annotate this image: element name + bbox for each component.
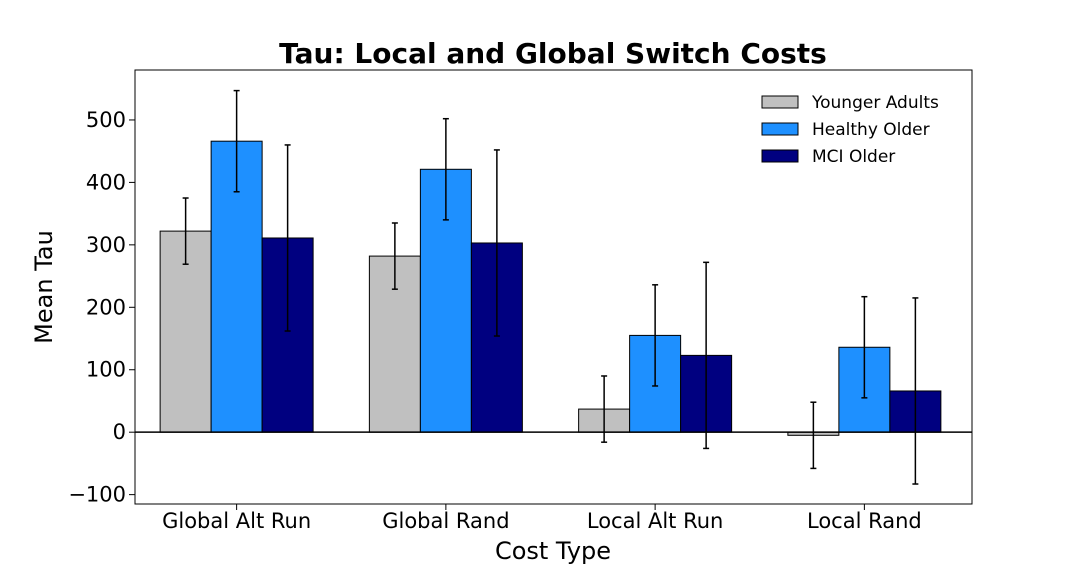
error-bars-group — [182, 89, 919, 485]
y-tick-label: 500 — [86, 108, 126, 132]
legend: Younger Adults Healthy Older MCI Older — [761, 93, 939, 167]
legend-label: MCI Older — [812, 147, 895, 167]
x-tick-label: Global Rand — [382, 509, 509, 533]
x-tick-label: Local Rand — [807, 509, 922, 533]
y-axis-label: Mean Tau — [30, 230, 58, 344]
x-tick-label: Global Alt Run — [162, 509, 311, 533]
x-axis-label: Cost Type — [495, 537, 611, 565]
legend-label: Younger Adults — [811, 93, 939, 113]
legend-swatch — [761, 122, 799, 136]
y-tick-label: 0 — [113, 420, 126, 444]
y-tick-label: 100 — [86, 358, 126, 382]
x-tick-label: Local Alt Run — [587, 509, 723, 533]
y-tick-label: 400 — [86, 170, 126, 194]
chart-title: Tau: Local and Global Switch Costs — [279, 37, 827, 70]
legend-label: Healthy Older — [812, 120, 930, 140]
y-tick-label: −100 — [68, 483, 126, 507]
y-axis: −100 0 100 200 300 400 500 — [68, 108, 135, 507]
bars-group — [159, 140, 942, 436]
plot-frame — [134, 69, 973, 505]
legend-swatch — [761, 149, 799, 163]
y-tick-label: 200 — [86, 295, 126, 319]
y-tick-label: 300 — [86, 233, 126, 257]
legend-swatch — [761, 95, 799, 109]
x-axis: Global Alt Run Global Rand Local Alt Run Lo… — [162, 504, 922, 533]
